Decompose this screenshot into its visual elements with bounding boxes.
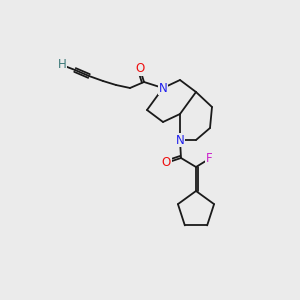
Text: N: N [159,82,167,94]
Text: O: O [161,157,171,169]
Text: H: H [58,58,66,71]
Text: N: N [176,134,184,146]
Text: F: F [206,152,212,166]
Text: O: O [135,62,145,76]
